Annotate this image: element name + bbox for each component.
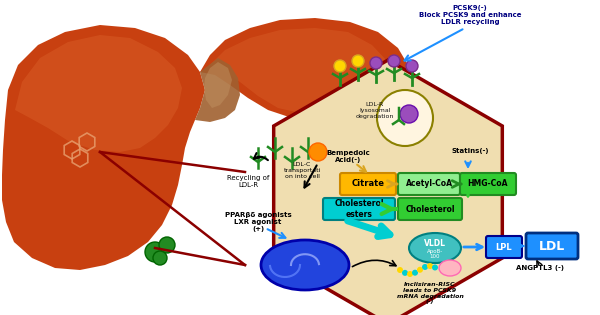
FancyBboxPatch shape — [398, 173, 460, 195]
Circle shape — [309, 143, 327, 161]
Text: LDL-C
transportati
on into cell: LDL-C transportati on into cell — [283, 162, 320, 179]
FancyBboxPatch shape — [460, 173, 516, 195]
Text: ANGPTL3 (-): ANGPTL3 (-) — [516, 265, 564, 271]
Polygon shape — [210, 28, 392, 114]
Circle shape — [352, 55, 364, 67]
Text: HMG-CoA: HMG-CoA — [468, 180, 508, 188]
FancyBboxPatch shape — [323, 198, 395, 220]
Circle shape — [400, 105, 418, 123]
FancyBboxPatch shape — [398, 198, 462, 220]
Circle shape — [412, 270, 418, 276]
Circle shape — [159, 237, 175, 253]
Text: Cholesterol
esters: Cholesterol esters — [334, 199, 384, 219]
Text: VLDL: VLDL — [424, 239, 446, 249]
Circle shape — [402, 270, 408, 276]
Polygon shape — [195, 58, 240, 122]
Text: PPARβδ agonists
LXR agonist
(+): PPARβδ agonists LXR agonist (+) — [224, 212, 292, 232]
Polygon shape — [274, 60, 502, 315]
Circle shape — [427, 263, 433, 269]
Ellipse shape — [439, 260, 461, 276]
Circle shape — [153, 251, 167, 265]
Circle shape — [422, 264, 428, 270]
Circle shape — [406, 60, 418, 72]
Polygon shape — [200, 18, 410, 122]
Text: Cholesterol: Cholesterol — [405, 204, 455, 214]
Text: Inclisiran-RISC
leads to PCSK9
mRNA degradation
(-): Inclisiran-RISC leads to PCSK9 mRNA degr… — [397, 282, 463, 304]
Text: Recycling of
LDL-R: Recycling of LDL-R — [227, 175, 269, 188]
Text: LDL-R
lysosomal
degradation: LDL-R lysosomal degradation — [356, 102, 394, 119]
Text: Bempedoic
Acid(-): Bempedoic Acid(-) — [326, 150, 370, 163]
Circle shape — [397, 267, 403, 273]
FancyBboxPatch shape — [340, 173, 396, 195]
FancyBboxPatch shape — [486, 236, 522, 258]
Text: ApoB-
100: ApoB- 100 — [427, 249, 443, 259]
Circle shape — [407, 271, 413, 277]
Ellipse shape — [261, 240, 349, 290]
Text: LDL: LDL — [539, 239, 565, 253]
Circle shape — [334, 60, 346, 72]
Polygon shape — [2, 25, 205, 270]
Text: Acetyl-CoA: Acetyl-CoA — [406, 180, 452, 188]
Text: LPL: LPL — [496, 243, 512, 251]
Polygon shape — [15, 35, 182, 152]
Circle shape — [388, 55, 400, 67]
Text: PCSK9(-)
Block PCSK9 and enhance
LDLR recycling: PCSK9(-) Block PCSK9 and enhance LDLR re… — [419, 5, 521, 25]
Circle shape — [417, 267, 423, 273]
Ellipse shape — [409, 233, 461, 263]
Text: Statins(-): Statins(-) — [451, 148, 489, 154]
Circle shape — [432, 265, 438, 271]
Circle shape — [377, 90, 433, 146]
Text: Citrate: Citrate — [352, 180, 385, 188]
Circle shape — [145, 242, 165, 262]
Circle shape — [370, 57, 382, 69]
FancyBboxPatch shape — [526, 233, 578, 259]
Polygon shape — [204, 62, 232, 108]
